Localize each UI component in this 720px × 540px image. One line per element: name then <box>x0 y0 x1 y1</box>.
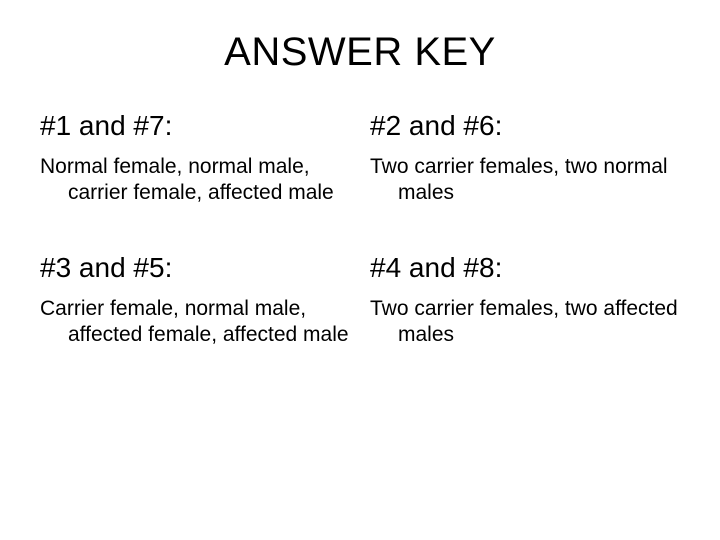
page-title: ANSWER KEY <box>40 30 680 75</box>
answer-body: Carrier female, normal male, affected fe… <box>40 296 350 349</box>
answer-heading: #3 and #5: <box>40 252 350 284</box>
slide-container: ANSWER KEY #1 and #7: Normal female, nor… <box>0 0 720 540</box>
answer-grid: #1 and #7: Normal female, normal male, c… <box>40 110 680 348</box>
answer-heading: #2 and #6: <box>370 110 680 142</box>
answer-body: Normal female, normal male, carrier fema… <box>40 154 350 207</box>
answer-cell-2-6: #2 and #6: Two carrier females, two norm… <box>370 110 680 207</box>
answer-heading: #4 and #8: <box>370 252 680 284</box>
answer-cell-3-5: #3 and #5: Carrier female, normal male, … <box>40 252 350 349</box>
answer-cell-4-8: #4 and #8: Two carrier females, two affe… <box>370 252 680 349</box>
answer-body: Two carrier females, two normal males <box>370 154 680 207</box>
answer-body: Two carrier females, two affected males <box>370 296 680 349</box>
answer-cell-1-7: #1 and #7: Normal female, normal male, c… <box>40 110 350 207</box>
answer-heading: #1 and #7: <box>40 110 350 142</box>
